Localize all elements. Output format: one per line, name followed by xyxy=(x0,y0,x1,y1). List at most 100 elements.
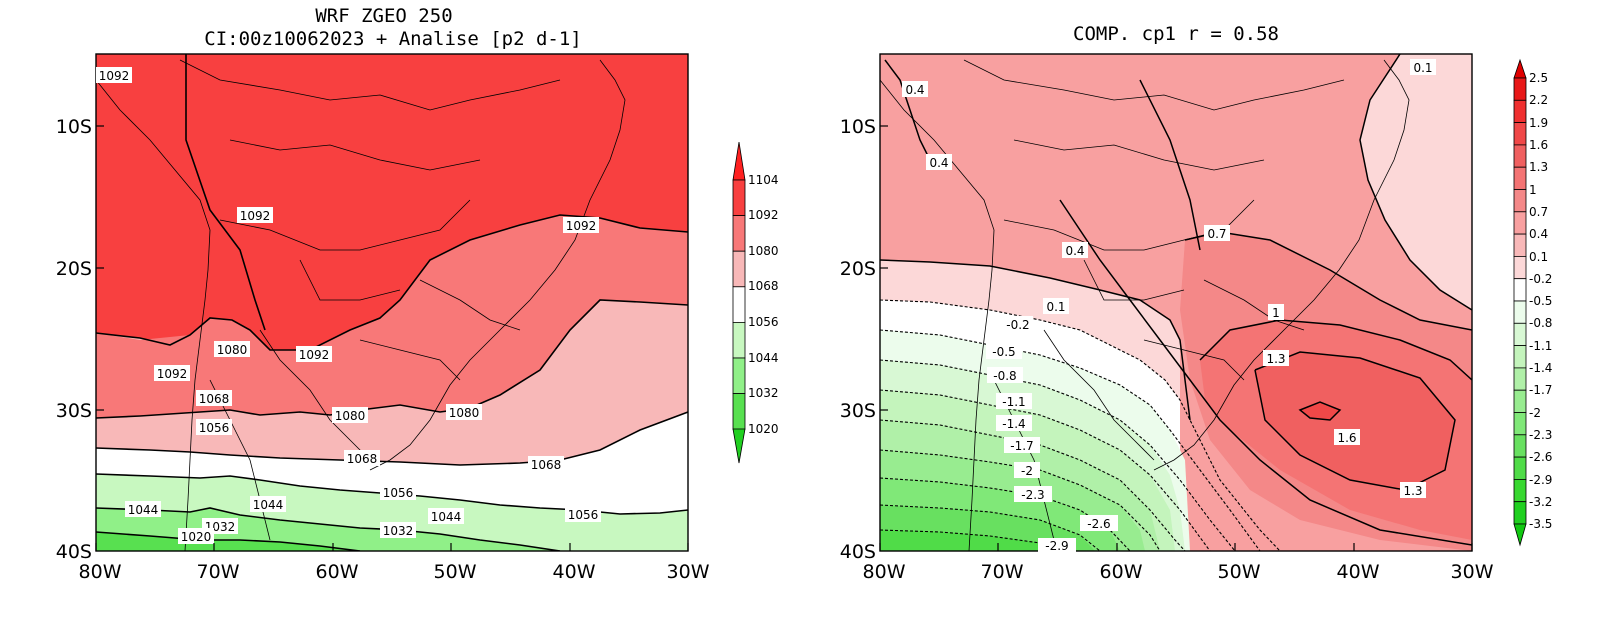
colorbar-label: 1056 xyxy=(748,315,779,329)
contour-label: 1020 xyxy=(178,528,214,544)
contour-label: 1080 xyxy=(446,404,482,420)
left-axes xyxy=(95,125,689,551)
left-title-line2: CI:00z10062023 + Analise [p2 d-1] xyxy=(204,28,582,50)
contour-label: -0.2 xyxy=(1003,316,1033,332)
right-ytick: 30S xyxy=(840,400,876,422)
contour-label: 0.1 xyxy=(1410,59,1436,75)
svg-text:1044: 1044 xyxy=(128,503,159,517)
svg-text:1044: 1044 xyxy=(253,498,284,512)
svg-text:0.1: 0.1 xyxy=(1046,300,1065,314)
colorbar-swatch xyxy=(1513,255,1527,280)
right-xtick: 80W xyxy=(863,561,906,583)
svg-text:0.1: 0.1 xyxy=(1413,61,1432,75)
contour-label: 0.4 xyxy=(926,154,952,170)
right-panel: COMP. cp1 r = 0.58 xyxy=(840,23,1553,583)
contour-label: 1092 xyxy=(563,217,599,233)
colorbar-label: 1.3 xyxy=(1529,160,1548,174)
svg-text:-0.5: -0.5 xyxy=(992,345,1015,359)
colorbar-bottom-arrow xyxy=(732,428,746,464)
colorbar-label: -1.4 xyxy=(1529,361,1552,375)
colorbar-label: -0.5 xyxy=(1529,294,1552,308)
right-xtick: 40W xyxy=(1337,561,1380,583)
colorbar-label: 0.4 xyxy=(1529,227,1548,241)
colorbar-label: 1.6 xyxy=(1529,138,1548,152)
svg-text:-0.2: -0.2 xyxy=(1006,318,1029,332)
svg-text:-2: -2 xyxy=(1021,464,1033,478)
colorbar-label: 1 xyxy=(1529,183,1537,197)
svg-text:1092: 1092 xyxy=(299,348,330,362)
colorbar-label: 0.1 xyxy=(1529,250,1548,264)
colorbar-swatch xyxy=(1513,345,1527,369)
contour-label: 1044 xyxy=(428,508,464,524)
contour-label: 1080 xyxy=(332,407,368,423)
colorbar-label: 1092 xyxy=(748,208,779,222)
left-xtick: 60W xyxy=(316,561,359,583)
colorbar-swatch xyxy=(1513,77,1527,101)
contour-label: -1.1 xyxy=(996,393,1032,409)
svg-text:1032: 1032 xyxy=(383,524,414,538)
svg-text:-1.7: -1.7 xyxy=(1010,439,1033,453)
colorbar-swatch xyxy=(732,250,746,288)
svg-text:1044: 1044 xyxy=(431,510,462,524)
right-axes xyxy=(879,125,1473,551)
colorbar-swatch xyxy=(1513,122,1527,146)
contour-label: 0.4 xyxy=(902,81,928,97)
contour-label: -2.6 xyxy=(1080,515,1118,531)
svg-text:1068: 1068 xyxy=(347,452,378,466)
contour-label: 1092 xyxy=(237,207,273,223)
left-colorbar: 1104 1092 1080 1068 1056 1044 1032 1020 xyxy=(732,141,779,464)
right-map-fill xyxy=(880,54,1472,551)
colorbar-label: 1.9 xyxy=(1529,116,1548,130)
left-xtick: 50W xyxy=(434,561,477,583)
colorbar-label: -2.3 xyxy=(1529,428,1552,442)
contour-label: 1068 xyxy=(196,390,232,406)
svg-text:-1.1: -1.1 xyxy=(1002,395,1025,409)
svg-text:1092: 1092 xyxy=(157,367,188,381)
colorbar-swatch xyxy=(732,321,746,359)
colorbar-swatch xyxy=(732,179,746,216)
contour-label: 0.1 xyxy=(1043,298,1069,314)
colorbar-label: -1.7 xyxy=(1529,383,1552,397)
left-xtick: 30W xyxy=(667,561,710,583)
svg-text:1080: 1080 xyxy=(335,409,366,423)
contour-label: 1092 xyxy=(154,365,190,381)
left-contour-labels: 1092 1092 1092 1092 1092 1080 1080 1080 … xyxy=(96,67,601,544)
right-ytick: 10S xyxy=(840,116,876,138)
colorbar-swatch xyxy=(1513,211,1527,235)
contour-label: 1044 xyxy=(125,501,161,517)
svg-text:1056: 1056 xyxy=(568,508,599,522)
svg-text:1056: 1056 xyxy=(383,486,414,500)
colorbar-swatch xyxy=(1513,434,1527,458)
contour-label: 1 xyxy=(1268,304,1284,320)
colorbar-swatch xyxy=(1513,278,1527,302)
contour-label: -0.5 xyxy=(986,343,1022,359)
colorbar-label: -3.5 xyxy=(1529,517,1552,531)
colorbar-label: 1068 xyxy=(748,279,779,293)
left-xtick: 40W xyxy=(553,561,596,583)
colorbar-swatch xyxy=(1513,412,1527,436)
svg-text:1068: 1068 xyxy=(199,392,230,406)
left-xtick: 70W xyxy=(197,561,240,583)
colorbar-label: 1032 xyxy=(748,386,779,400)
left-ytick: 40S xyxy=(56,541,92,563)
colorbar-swatch xyxy=(1513,99,1527,124)
contour-label: -2.3 xyxy=(1014,486,1052,502)
colorbar-swatch xyxy=(732,393,746,430)
left-ytick: 30S xyxy=(56,400,92,422)
colorbar-swatch xyxy=(1513,501,1527,525)
left-xtick: 80W xyxy=(79,561,122,583)
colorbar-label: -2.6 xyxy=(1529,450,1552,464)
svg-text:1092: 1092 xyxy=(566,219,597,233)
svg-text:-2.6: -2.6 xyxy=(1087,517,1110,531)
right-map-frame xyxy=(879,53,1473,552)
svg-text:-0.8: -0.8 xyxy=(993,369,1016,383)
svg-text:1068: 1068 xyxy=(531,458,562,472)
colorbar-swatch xyxy=(1513,322,1527,346)
contour-label: 1068 xyxy=(528,456,564,472)
colorbar-swatch xyxy=(1513,478,1527,503)
svg-text:0.7: 0.7 xyxy=(1207,227,1226,241)
svg-text:-1.4: -1.4 xyxy=(1002,417,1025,431)
contour-label: 1092 xyxy=(296,346,332,362)
colorbar-label: -0.8 xyxy=(1529,316,1552,330)
contour-label: 1068 xyxy=(344,450,380,466)
